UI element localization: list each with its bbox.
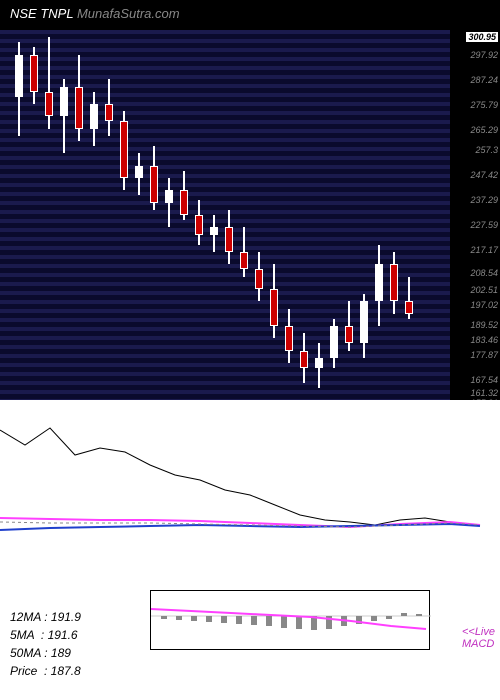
candle xyxy=(120,30,128,400)
candle xyxy=(240,30,248,400)
candle xyxy=(210,30,218,400)
candle xyxy=(15,30,23,400)
y-axis-labels: 300.95 297.92 287.24 275.79 265.29 257.3 247.4… xyxy=(450,30,500,400)
candle xyxy=(405,30,413,400)
ma-row: 50MA : 189 xyxy=(10,644,81,662)
macd-bar xyxy=(161,616,167,619)
y-label: 275.79 xyxy=(470,100,498,110)
macd-bar xyxy=(296,616,302,629)
macd-bar xyxy=(266,616,272,626)
candle xyxy=(135,30,143,400)
y-label: 208.54 xyxy=(470,268,498,278)
macd-bar xyxy=(386,616,392,619)
site-label: MunafaSutra.com xyxy=(77,6,180,21)
ticker-label: NSE TNPL xyxy=(10,6,73,21)
ma-row: Price : 187.8 xyxy=(10,662,81,680)
y-label: 227.59 xyxy=(470,220,498,230)
macd-bar xyxy=(221,616,227,623)
macd-bar xyxy=(176,616,182,620)
candle xyxy=(345,30,353,400)
candle xyxy=(75,30,83,400)
macd-bar xyxy=(401,613,407,616)
macd-label: <<Live MACD xyxy=(462,626,495,650)
indicator-line-signal xyxy=(0,428,480,525)
macd-bar xyxy=(371,616,377,621)
candle xyxy=(90,30,98,400)
candle xyxy=(360,30,368,400)
macd-bar xyxy=(236,616,242,624)
y-label: 167.54 xyxy=(470,375,498,385)
candle xyxy=(255,30,263,400)
candle xyxy=(165,30,173,400)
candle xyxy=(270,30,278,400)
chart-header: NSE TNPL MunafaSutra.com xyxy=(0,0,500,30)
candle xyxy=(60,30,68,400)
candle xyxy=(195,30,203,400)
y-label: 247.42 xyxy=(470,170,498,180)
indicator-panel: <<Live MACD 12MA : 191.9 5MA : 191.6 50M… xyxy=(0,400,500,700)
candle xyxy=(375,30,383,400)
ma-row: 12MA : 191.9 xyxy=(10,608,81,626)
candlestick-chart: 300.95 297.92 287.24 275.79 265.29 257.3 247.4… xyxy=(0,30,500,400)
candle xyxy=(105,30,113,400)
y-label: 217.17 xyxy=(470,245,498,255)
y-label: 161.32 xyxy=(470,388,498,398)
indicator-svg xyxy=(0,400,500,580)
y-label: 300.95 xyxy=(466,32,498,42)
ma-row: 5MA : 191.6 xyxy=(10,626,81,644)
candle xyxy=(180,30,188,400)
macd-bar xyxy=(416,614,422,616)
macd-bar xyxy=(251,616,257,625)
y-label: 297.92 xyxy=(470,50,498,60)
macd-bar xyxy=(206,616,212,622)
y-label: 177.87 xyxy=(470,350,498,360)
y-label: 202.51 xyxy=(470,285,498,295)
candle xyxy=(330,30,338,400)
y-label: 189.52 xyxy=(470,320,498,330)
y-label: 287.24 xyxy=(470,75,498,85)
candle xyxy=(45,30,53,400)
y-label: 265.29 xyxy=(470,125,498,135)
y-label: 197.02 xyxy=(470,300,498,310)
macd-svg xyxy=(151,591,431,651)
macd-mini-panel xyxy=(150,590,430,650)
y-label: 237.29 xyxy=(470,195,498,205)
candle xyxy=(225,30,233,400)
candle xyxy=(150,30,158,400)
indicator-area xyxy=(0,400,500,580)
ma-info-box: 12MA : 191.9 5MA : 191.6 50MA : 189 Pric… xyxy=(10,608,81,680)
candle xyxy=(300,30,308,400)
y-label: 257.3 xyxy=(475,145,498,155)
candle xyxy=(30,30,38,400)
candle xyxy=(285,30,293,400)
macd-bar xyxy=(191,616,197,621)
y-label: 183.46 xyxy=(470,335,498,345)
candle xyxy=(390,30,398,400)
macd-bar xyxy=(281,616,287,628)
candle xyxy=(315,30,323,400)
